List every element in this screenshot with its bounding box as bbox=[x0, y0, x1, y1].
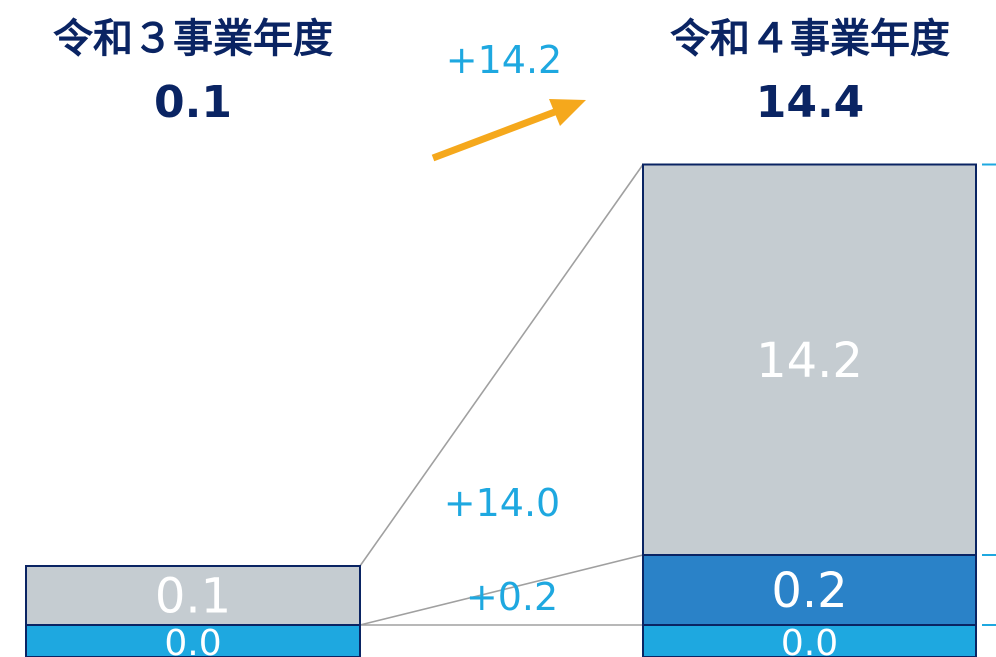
segment-change-label-top: +14.0 bbox=[444, 481, 560, 525]
connector-line-middle bbox=[359, 554, 644, 626]
bars-group: 0.00.10.00.214.2 bbox=[25, 163, 977, 657]
bar-segment-2-2 bbox=[642, 554, 977, 626]
bar-segment-1-3 bbox=[25, 565, 361, 626]
segment-change-label-middle: +0.2 bbox=[466, 575, 558, 619]
bar-segment-label-2-2: 0.2 bbox=[771, 563, 847, 619]
bar-segment-label-1-1: 0.0 bbox=[164, 623, 221, 657]
bar-segment-label-2-1: 0.0 bbox=[781, 623, 838, 657]
category-title-r4: 令和４事業年度 bbox=[670, 16, 950, 62]
total-change-label: +14.2 bbox=[446, 38, 562, 82]
connector-line-top bbox=[359, 164, 644, 567]
total-label-r3: 0.1 bbox=[154, 77, 232, 128]
bar-segment-label-2-3: 14.2 bbox=[756, 333, 863, 389]
total-label-r4: 14.4 bbox=[756, 77, 865, 128]
growth-arrow-icon bbox=[431, 99, 586, 162]
category-title-r3: 令和３事業年度 bbox=[53, 16, 333, 62]
bar-segment-label-1-3: 0.1 bbox=[155, 569, 231, 625]
bar-segment-2-3 bbox=[642, 163, 977, 556]
